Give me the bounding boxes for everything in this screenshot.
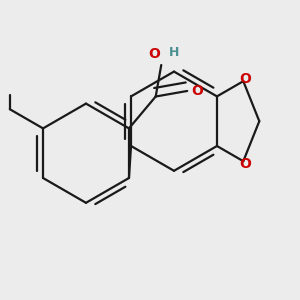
Text: H: H <box>169 46 180 59</box>
Text: O: O <box>239 157 251 171</box>
Text: O: O <box>148 47 160 61</box>
Text: O: O <box>191 84 203 98</box>
Text: O: O <box>239 72 251 86</box>
